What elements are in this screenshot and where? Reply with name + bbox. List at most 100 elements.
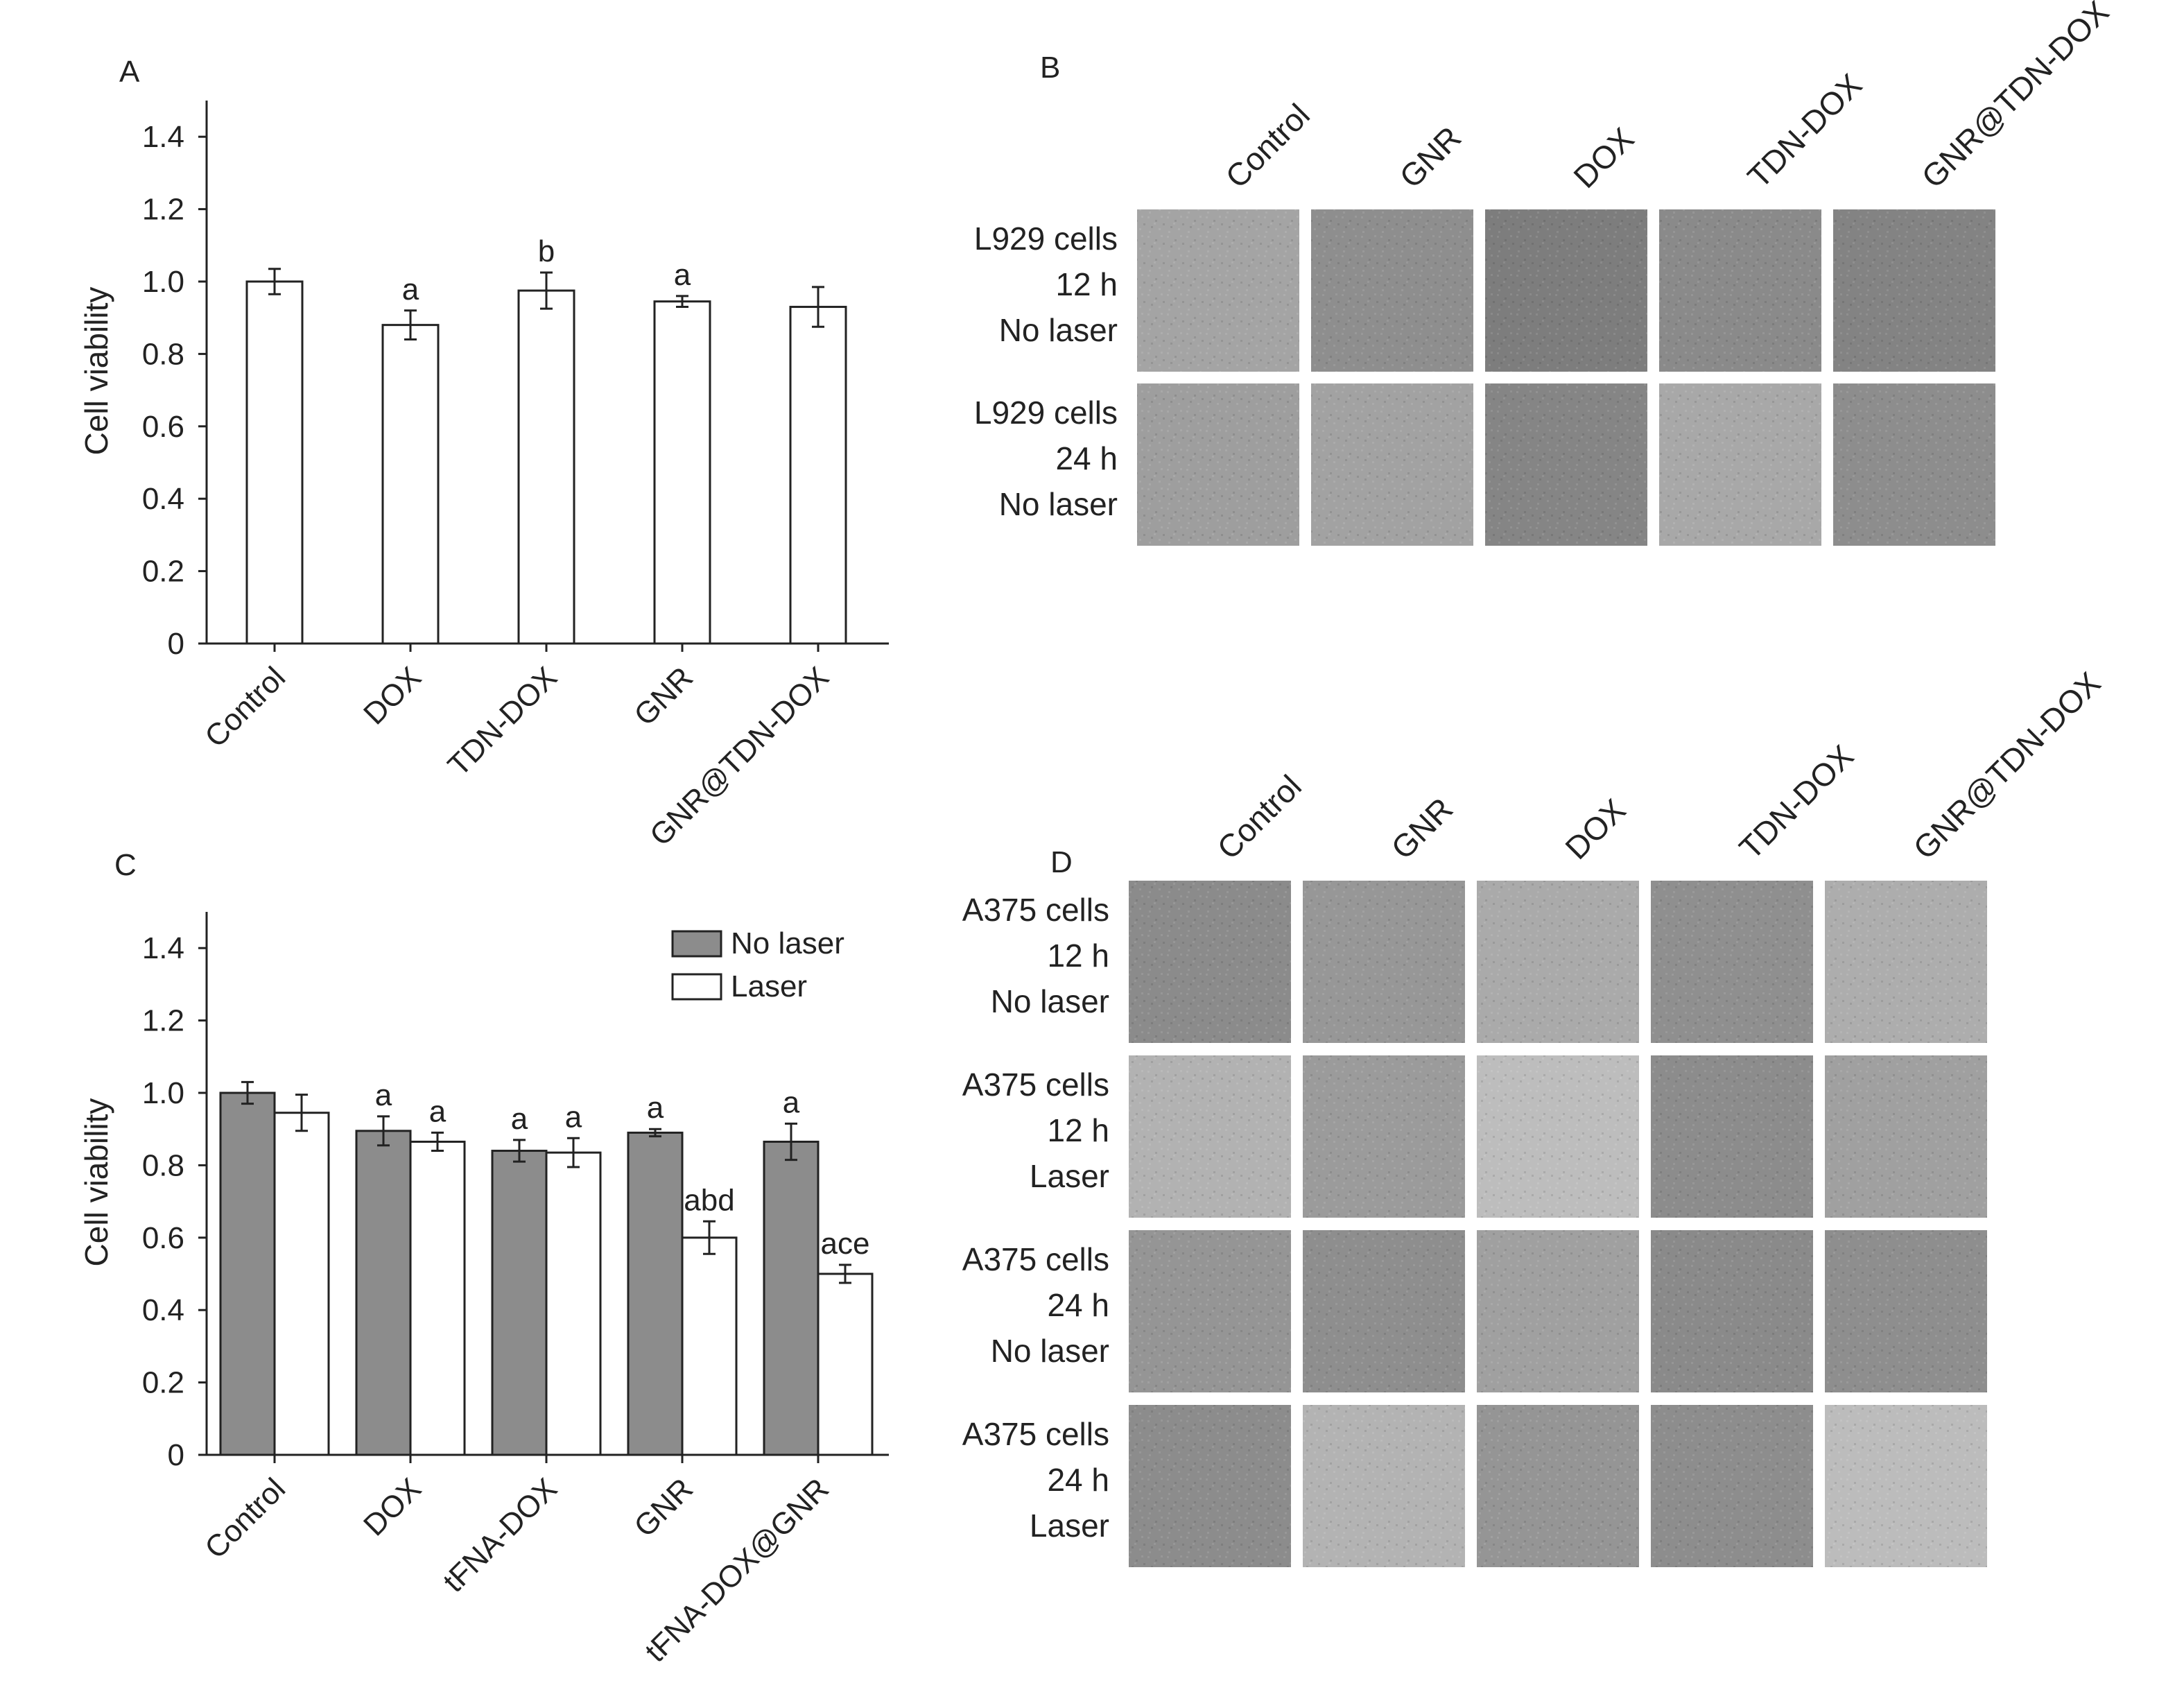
y-tick-label: 0.6 [142, 410, 184, 444]
bar [789, 306, 847, 645]
panel-label: B [1040, 51, 1060, 85]
column-header: Control [1210, 768, 1308, 866]
micrograph-texture [1477, 881, 1639, 1043]
micrograph-texture [1659, 209, 1821, 372]
micrograph-texture [1129, 1230, 1291, 1392]
micrograph-texture [1477, 1055, 1639, 1218]
panel-label: D [1050, 845, 1073, 879]
legend-swatch [671, 930, 722, 958]
significance-label: ace [821, 1227, 870, 1261]
x-tick-label: Control [198, 1471, 292, 1565]
micrograph-texture [1137, 383, 1299, 546]
legend-label: No laser [731, 926, 844, 960]
bar [653, 300, 711, 645]
y-tick-label: 1.0 [142, 1076, 184, 1110]
y-axis-label: Cell viability [78, 287, 114, 456]
micrograph-texture [1311, 383, 1473, 546]
row-label: A375 cells [962, 1067, 1109, 1103]
row-label: No laser [991, 1333, 1109, 1369]
row-label: 12 h [1047, 938, 1109, 974]
y-tick-label: 1.4 [142, 931, 184, 965]
y-tick-label: 0.2 [142, 555, 184, 589]
column-header: GNR [1384, 791, 1459, 866]
row-label: 12 h [1047, 1112, 1109, 1148]
legend-label: Laser [731, 969, 807, 1003]
row-label: 24 h [1047, 1462, 1109, 1498]
y-tick-label: 0.4 [142, 1293, 184, 1327]
panel-label: A [119, 55, 140, 89]
micrograph-texture [1129, 1405, 1291, 1567]
significance-label: a [783, 1085, 800, 1119]
y-tick-label: 0 [168, 1438, 184, 1472]
micrograph-texture [1303, 1405, 1465, 1567]
x-tick-label: GNR [627, 660, 700, 732]
bar [409, 1140, 466, 1456]
row-label: Laser [1030, 1158, 1109, 1194]
row-label: 24 h [1055, 440, 1118, 476]
column-header: Control [1218, 96, 1317, 195]
column-header: DOX [1566, 121, 1640, 195]
bar [245, 280, 304, 645]
micrograph-texture [1129, 881, 1291, 1043]
significance-label: a [674, 258, 691, 292]
significance-label: a [429, 1094, 447, 1128]
micrograph-texture [1303, 881, 1465, 1043]
row-label: No laser [999, 312, 1118, 348]
column-header: GNR@TDN-DOX [1914, 0, 2115, 195]
y-tick-label: 0.8 [142, 337, 184, 371]
significance-label: a [565, 1100, 582, 1134]
row-label: A375 cells [962, 1416, 1109, 1452]
bar [219, 1091, 276, 1456]
x-tick-label: DOX [357, 660, 428, 731]
y-tick-label: 0.8 [142, 1148, 184, 1182]
bar [491, 1150, 548, 1456]
column-header: DOX [1558, 792, 1632, 866]
significance-label: a [647, 1091, 664, 1125]
micrograph-texture [1833, 383, 1995, 546]
micrograph-texture [1137, 209, 1299, 372]
row-label: L929 cells [974, 221, 1118, 257]
y-axis-label: Cell viability [78, 1098, 114, 1267]
bar [763, 1140, 820, 1456]
significance-label: a [375, 1078, 392, 1112]
micrograph-texture [1651, 1055, 1813, 1218]
row-label: L929 cells [974, 395, 1118, 431]
micrograph-texture [1303, 1230, 1465, 1392]
bar [545, 1151, 602, 1456]
panel-label: C [114, 848, 137, 882]
bar [355, 1130, 412, 1456]
row-label: Laser [1030, 1508, 1109, 1544]
row-label: 24 h [1047, 1287, 1109, 1323]
micrograph-texture [1825, 1055, 1987, 1218]
micrograph-texture [1659, 383, 1821, 546]
panel-d-grid: D Control GNR DOX TDN-DOX GNR@TDN-DOX A375 cel… [962, 665, 2108, 1567]
row-label: 12 h [1055, 266, 1118, 302]
bar [627, 1131, 684, 1456]
y-tick-label: 1.0 [142, 265, 184, 299]
chart-A: A 0 0.2 0.4 0.6 0.8 1.0 1.2 1.4 Cell viability Con… [78, 55, 889, 853]
micrograph-texture [1485, 209, 1647, 372]
micrograph-texture [1825, 881, 1987, 1043]
y-tick-label: 0 [168, 627, 184, 661]
micrograph-texture [1651, 1230, 1813, 1392]
x-tick-label: tFNA-DOX [437, 1471, 564, 1598]
column-header: TDN-DOX [1732, 738, 1860, 866]
significance-label: a [402, 273, 419, 307]
y-tick-label: 0.2 [142, 1366, 184, 1400]
y-tick-label: 1.2 [142, 1004, 184, 1038]
bar [681, 1236, 738, 1456]
row-label: No laser [991, 983, 1109, 1019]
row-label: A375 cells [962, 1241, 1109, 1277]
row-label: A375 cells [962, 892, 1109, 928]
micrograph-texture [1833, 209, 1995, 372]
micrograph-texture [1485, 383, 1647, 546]
significance-label: b [538, 234, 555, 268]
bar [517, 289, 575, 645]
x-tick-label: TDN-DOX [442, 660, 564, 782]
y-tick-label: 0.6 [142, 1221, 184, 1255]
row-label: No laser [999, 486, 1118, 522]
column-header: TDN-DOX [1740, 67, 1869, 195]
x-tick-label: DOX [357, 1471, 428, 1542]
micrograph-texture [1129, 1055, 1291, 1218]
